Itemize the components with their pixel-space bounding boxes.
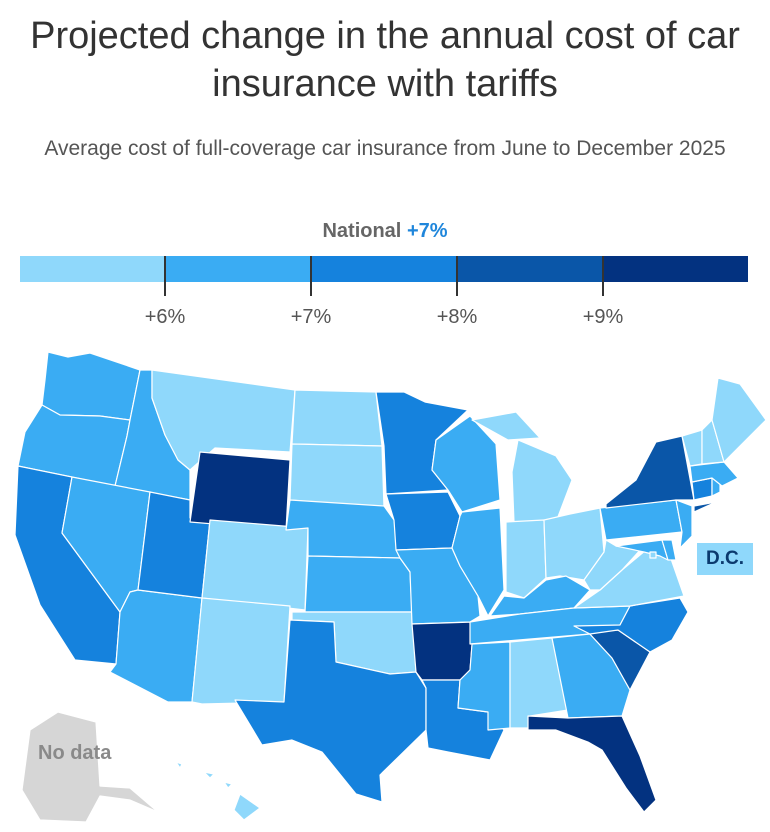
- national-average: National +7%: [0, 220, 770, 243]
- legend-bin-2: [165, 256, 312, 282]
- legend-tick-7: [310, 256, 312, 296]
- state-hi: [175, 761, 261, 821]
- state-wy: [189, 451, 291, 531]
- state-de: [661, 539, 677, 561]
- legend-tick-label-9: +9%: [582, 306, 624, 328]
- state-wa: [41, 351, 141, 421]
- legend-tick-6: [164, 256, 166, 296]
- state-az: [109, 589, 203, 703]
- legend-tick-label-8: +8%: [436, 306, 478, 328]
- national-label: National: [322, 220, 402, 242]
- state-il: [451, 507, 505, 617]
- state-ia: [385, 491, 461, 551]
- legend-tick-8: [456, 256, 458, 296]
- state-dc: [649, 551, 657, 559]
- state-ny: [605, 435, 717, 513]
- legend-bin-4: [456, 256, 603, 282]
- national-value: +7%: [406, 220, 448, 242]
- legend-tick-label-7: +7%: [290, 306, 332, 328]
- dc-label: D.C.: [697, 543, 753, 575]
- state-nd: [291, 389, 383, 447]
- state-nm: [191, 597, 291, 705]
- legend-bin-1: [20, 256, 166, 282]
- state-sd: [289, 443, 385, 509]
- legend-color-scale: [20, 256, 748, 282]
- legend-bin-5: [602, 256, 748, 282]
- state-md: [615, 539, 669, 561]
- state-in: [505, 519, 547, 599]
- state-ks: [304, 555, 413, 613]
- legend-bin-3: [311, 256, 457, 282]
- state-ak: [21, 711, 159, 823]
- state-tx: [234, 619, 427, 803]
- legend-tick-label-6: +6%: [144, 306, 186, 328]
- legend-tick-9: [602, 256, 604, 296]
- state-ar: [411, 621, 475, 681]
- state-me: [711, 377, 767, 463]
- no-data-label: No data: [38, 742, 112, 764]
- chart-title: Projected change in the annual cost of c…: [30, 15, 740, 105]
- state-co: [201, 519, 309, 611]
- us-choropleth-map: [14, 351, 767, 823]
- state-fl: [527, 715, 657, 813]
- state-nj: [675, 499, 693, 549]
- state-nc: [573, 597, 689, 653]
- chart-subtitle: Average cost of full-coverage car insura…: [44, 137, 726, 160]
